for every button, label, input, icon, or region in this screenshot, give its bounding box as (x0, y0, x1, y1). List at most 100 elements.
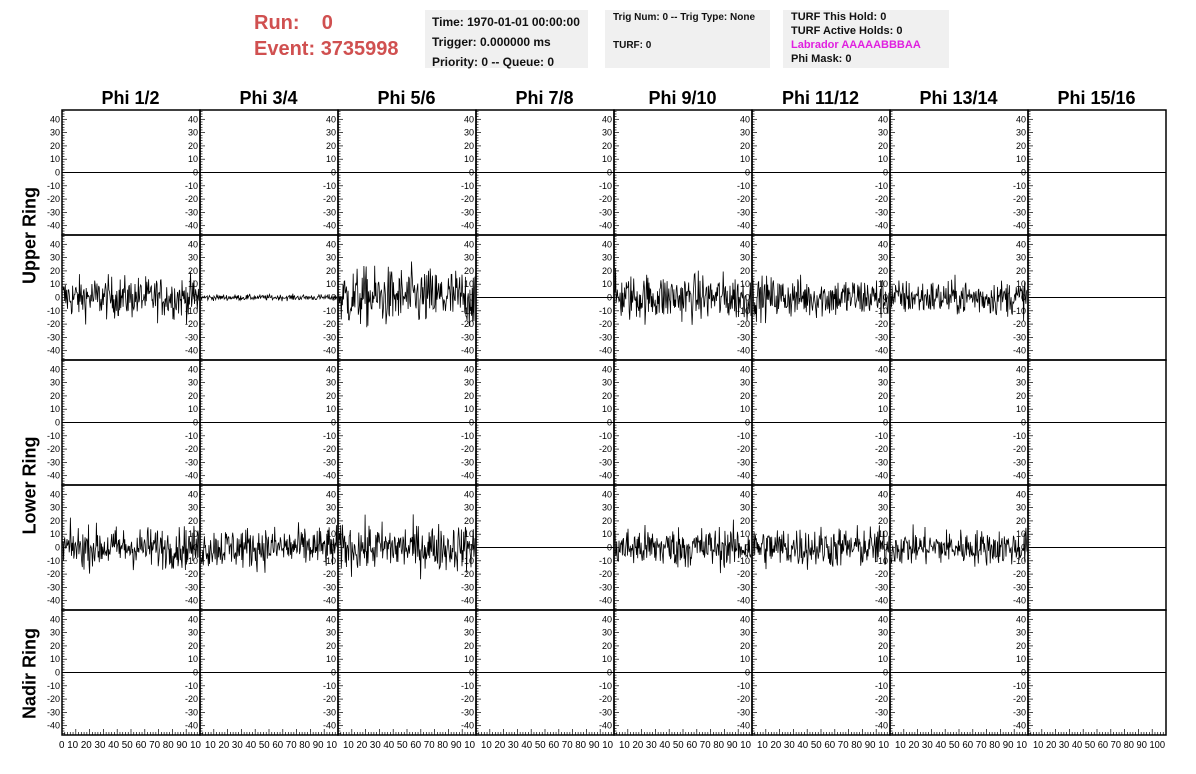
y-tick-label: 0 (1021, 543, 1026, 553)
y-tick-label: 30 (464, 128, 474, 138)
y-tick-label: -30 (599, 457, 612, 467)
y-tick-label: 40 (1016, 489, 1026, 499)
y-tick-label: -30 (323, 207, 336, 217)
labrador-text: Labrador AAAAABBBAA (791, 39, 921, 51)
y-tick-label: -30 (323, 457, 336, 467)
y-tick-label: -40 (1013, 346, 1026, 356)
y-tick-label: 20 (1016, 266, 1026, 276)
y-tick-label: -30 (47, 582, 60, 592)
y-tick-label: 0 (193, 168, 198, 178)
y-tick-label: 0 (745, 543, 750, 553)
y-tick-label: 40 (50, 114, 60, 124)
y-tick-label: 40 (464, 364, 474, 374)
waveform-trace (614, 268, 752, 325)
y-tick-label: -20 (185, 444, 198, 454)
y-tick-label: 20 (326, 266, 336, 276)
y-tick-label: -40 (47, 721, 60, 731)
y-tick-label: 10 (50, 404, 60, 414)
y-tick-label: -40 (323, 221, 336, 231)
y-tick-label: -20 (1013, 319, 1026, 329)
y-tick-label: -40 (461, 596, 474, 606)
y-tick-label: -30 (1013, 457, 1026, 467)
y-tick-label: 30 (188, 503, 198, 513)
y-tick-label: -40 (599, 346, 612, 356)
y-tick-label: 0 (193, 543, 198, 553)
y-tick-label: 20 (188, 516, 198, 526)
y-tick-label: -10 (185, 306, 198, 316)
y-tick-label: -40 (875, 596, 888, 606)
y-tick-label: 10 (188, 654, 198, 664)
y-tick-label: 40 (188, 489, 198, 499)
y-tick-label: -30 (323, 707, 336, 717)
y-tick-label: -30 (1013, 332, 1026, 342)
y-tick-label: -40 (737, 471, 750, 481)
y-tick-label: -30 (323, 332, 336, 342)
y-tick-label: -30 (737, 582, 750, 592)
y-tick-label: 20 (188, 141, 198, 151)
x-tick-labels: 10 20 30 40 50 60 70 80 90 10 (895, 740, 1027, 751)
y-tick-label: -20 (47, 694, 60, 704)
y-tick-label: -10 (47, 306, 60, 316)
y-tick-label: 40 (464, 239, 474, 249)
y-tick-label: 30 (50, 128, 60, 138)
y-tick-label: 30 (50, 253, 60, 263)
x-tick-labels: 10 20 30 40 50 60 70 80 90 10 (619, 740, 751, 751)
y-tick-label: -40 (461, 346, 474, 356)
y-tick-label: -10 (47, 681, 60, 691)
y-tick-label: -20 (323, 319, 336, 329)
y-tick-label: -20 (737, 319, 750, 329)
y-tick-label: -20 (737, 444, 750, 454)
y-tick-label: 0 (469, 543, 474, 553)
y-tick-label: -20 (185, 569, 198, 579)
y-tick-label: -20 (737, 194, 750, 204)
y-tick-label: -40 (875, 721, 888, 731)
y-tick-label: 10 (50, 529, 60, 539)
y-tick-label: 20 (878, 641, 888, 651)
y-tick-label: 20 (1016, 641, 1026, 651)
y-tick-label: 10 (326, 529, 336, 539)
y-tick-label: 30 (740, 253, 750, 263)
y-tick-label: -30 (461, 207, 474, 217)
y-tick-label: 40 (50, 614, 60, 624)
y-tick-label: -40 (737, 596, 750, 606)
y-tick-label: 30 (326, 253, 336, 263)
y-tick-label: 30 (740, 128, 750, 138)
y-tick-label: -10 (323, 431, 336, 441)
y-tick-label: -40 (599, 596, 612, 606)
y-tick-label: 0 (745, 168, 750, 178)
y-tick-label: 40 (50, 489, 60, 499)
y-tick-label: -20 (185, 319, 198, 329)
waveform-trace (62, 517, 200, 574)
y-tick-label: -30 (737, 707, 750, 717)
y-tick-label: 0 (469, 668, 474, 678)
y-tick-label: 30 (188, 128, 198, 138)
y-tick-label: -40 (599, 721, 612, 731)
waveform-trace (890, 524, 1028, 567)
y-tick-label: -40 (1013, 471, 1026, 481)
y-tick-label: -20 (599, 569, 612, 579)
y-tick-label: -10 (461, 306, 474, 316)
y-tick-label: -20 (875, 694, 888, 704)
y-tick-label: -40 (461, 221, 474, 231)
y-tick-label: 40 (326, 239, 336, 249)
y-tick-label: -10 (599, 681, 612, 691)
y-tick-label: 40 (878, 364, 888, 374)
y-tick-label: 40 (878, 114, 888, 124)
y-tick-label: 0 (1021, 293, 1026, 303)
y-tick-label: 40 (188, 364, 198, 374)
y-tick-label: -20 (875, 319, 888, 329)
column-header: Phi 13/14 (919, 88, 998, 108)
y-tick-label: 0 (745, 668, 750, 678)
y-tick-label: 10 (50, 279, 60, 289)
y-tick-label: 0 (469, 168, 474, 178)
y-tick-label: 20 (602, 516, 612, 526)
y-tick-label: 30 (878, 503, 888, 513)
y-tick-label: 30 (1016, 503, 1026, 513)
column-header: Phi 3/4 (239, 88, 298, 108)
y-tick-label: 10 (740, 279, 750, 289)
y-tick-label: -30 (185, 457, 198, 467)
y-tick-label: 20 (464, 516, 474, 526)
y-tick-label: -20 (599, 444, 612, 454)
y-tick-label: -10 (599, 306, 612, 316)
